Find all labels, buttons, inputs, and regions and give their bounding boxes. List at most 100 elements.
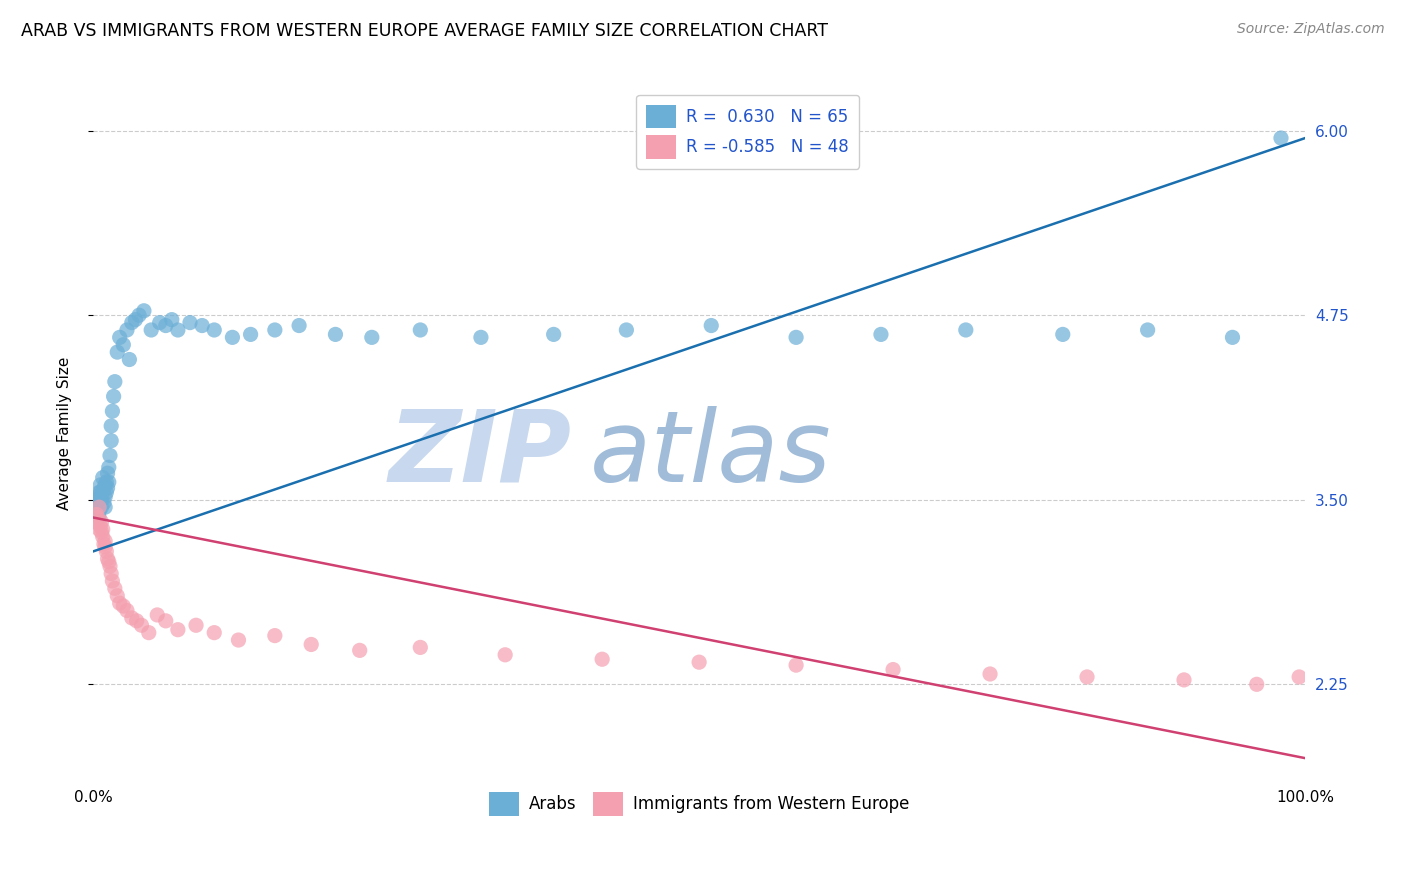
Point bbox=[100, 419, 122, 434]
Point bbox=[112, 599, 135, 613]
Point bbox=[1136, 323, 1159, 337]
Point bbox=[89, 485, 111, 500]
Point bbox=[1222, 330, 1244, 344]
Point bbox=[87, 505, 110, 519]
Point bbox=[191, 318, 214, 333]
Point bbox=[96, 485, 118, 500]
Point bbox=[97, 466, 120, 480]
Point bbox=[688, 655, 710, 669]
Point bbox=[115, 603, 138, 617]
Point bbox=[87, 485, 110, 500]
Point bbox=[1173, 673, 1195, 687]
Point bbox=[115, 323, 138, 337]
Point bbox=[96, 475, 118, 489]
Point bbox=[494, 648, 516, 662]
Point bbox=[121, 611, 143, 625]
Point bbox=[87, 510, 110, 524]
Point bbox=[93, 537, 115, 551]
Point bbox=[1270, 131, 1292, 145]
Point bbox=[87, 500, 110, 515]
Point bbox=[1052, 327, 1074, 342]
Point bbox=[91, 470, 114, 484]
Point bbox=[870, 327, 893, 342]
Point bbox=[98, 559, 121, 574]
Point bbox=[100, 566, 122, 581]
Point bbox=[979, 667, 1001, 681]
Point bbox=[108, 596, 131, 610]
Point bbox=[955, 323, 977, 337]
Point bbox=[91, 522, 114, 536]
Point bbox=[93, 481, 115, 495]
Point bbox=[94, 500, 117, 515]
Point bbox=[97, 551, 120, 566]
Point bbox=[121, 316, 143, 330]
Point bbox=[167, 623, 190, 637]
Legend: Arabs, Immigrants from Western Europe: Arabs, Immigrants from Western Europe bbox=[481, 784, 918, 824]
Point bbox=[104, 582, 127, 596]
Point bbox=[785, 658, 807, 673]
Point bbox=[128, 308, 150, 322]
Point bbox=[104, 375, 127, 389]
Point bbox=[155, 614, 177, 628]
Point bbox=[184, 618, 207, 632]
Point bbox=[202, 323, 225, 337]
Point bbox=[221, 330, 243, 344]
Point bbox=[882, 663, 904, 677]
Point bbox=[105, 345, 128, 359]
Point bbox=[91, 530, 114, 544]
Point bbox=[167, 323, 190, 337]
Text: atlas: atlas bbox=[591, 406, 831, 503]
Point bbox=[94, 534, 117, 549]
Point bbox=[100, 434, 122, 448]
Point bbox=[93, 496, 115, 510]
Point bbox=[86, 500, 108, 515]
Point bbox=[90, 515, 112, 529]
Point bbox=[98, 449, 121, 463]
Point bbox=[141, 323, 163, 337]
Point bbox=[239, 327, 262, 342]
Point bbox=[97, 475, 120, 489]
Point bbox=[124, 312, 146, 326]
Point bbox=[202, 625, 225, 640]
Point bbox=[91, 485, 114, 500]
Point bbox=[87, 522, 110, 536]
Point bbox=[360, 330, 382, 344]
Point bbox=[409, 640, 432, 655]
Point bbox=[125, 614, 148, 628]
Point bbox=[94, 540, 117, 554]
Point bbox=[90, 500, 112, 515]
Point bbox=[616, 323, 638, 337]
Point bbox=[131, 618, 153, 632]
Point bbox=[108, 330, 131, 344]
Point bbox=[90, 525, 112, 540]
Text: ZIP: ZIP bbox=[389, 406, 572, 503]
Point bbox=[97, 555, 120, 569]
Point bbox=[149, 316, 172, 330]
Point bbox=[543, 327, 565, 342]
Point bbox=[118, 352, 141, 367]
Point bbox=[349, 643, 371, 657]
Point bbox=[84, 515, 107, 529]
Point bbox=[160, 312, 183, 326]
Point bbox=[103, 389, 125, 403]
Point bbox=[96, 544, 118, 558]
Point bbox=[325, 327, 347, 342]
Text: ARAB VS IMMIGRANTS FROM WESTERN EUROPE AVERAGE FAMILY SIZE CORRELATION CHART: ARAB VS IMMIGRANTS FROM WESTERN EUROPE A… bbox=[21, 22, 828, 40]
Point bbox=[700, 318, 723, 333]
Point bbox=[87, 510, 110, 524]
Point bbox=[97, 460, 120, 475]
Point bbox=[138, 625, 160, 640]
Point bbox=[97, 481, 120, 495]
Point bbox=[101, 404, 124, 418]
Point bbox=[94, 490, 117, 504]
Y-axis label: Average Family Size: Average Family Size bbox=[58, 357, 72, 510]
Point bbox=[263, 323, 285, 337]
Point bbox=[101, 574, 124, 588]
Point bbox=[94, 478, 117, 492]
Point bbox=[299, 637, 322, 651]
Point bbox=[112, 337, 135, 351]
Point bbox=[87, 496, 110, 510]
Point bbox=[89, 478, 111, 492]
Point bbox=[785, 330, 807, 344]
Point bbox=[1076, 670, 1098, 684]
